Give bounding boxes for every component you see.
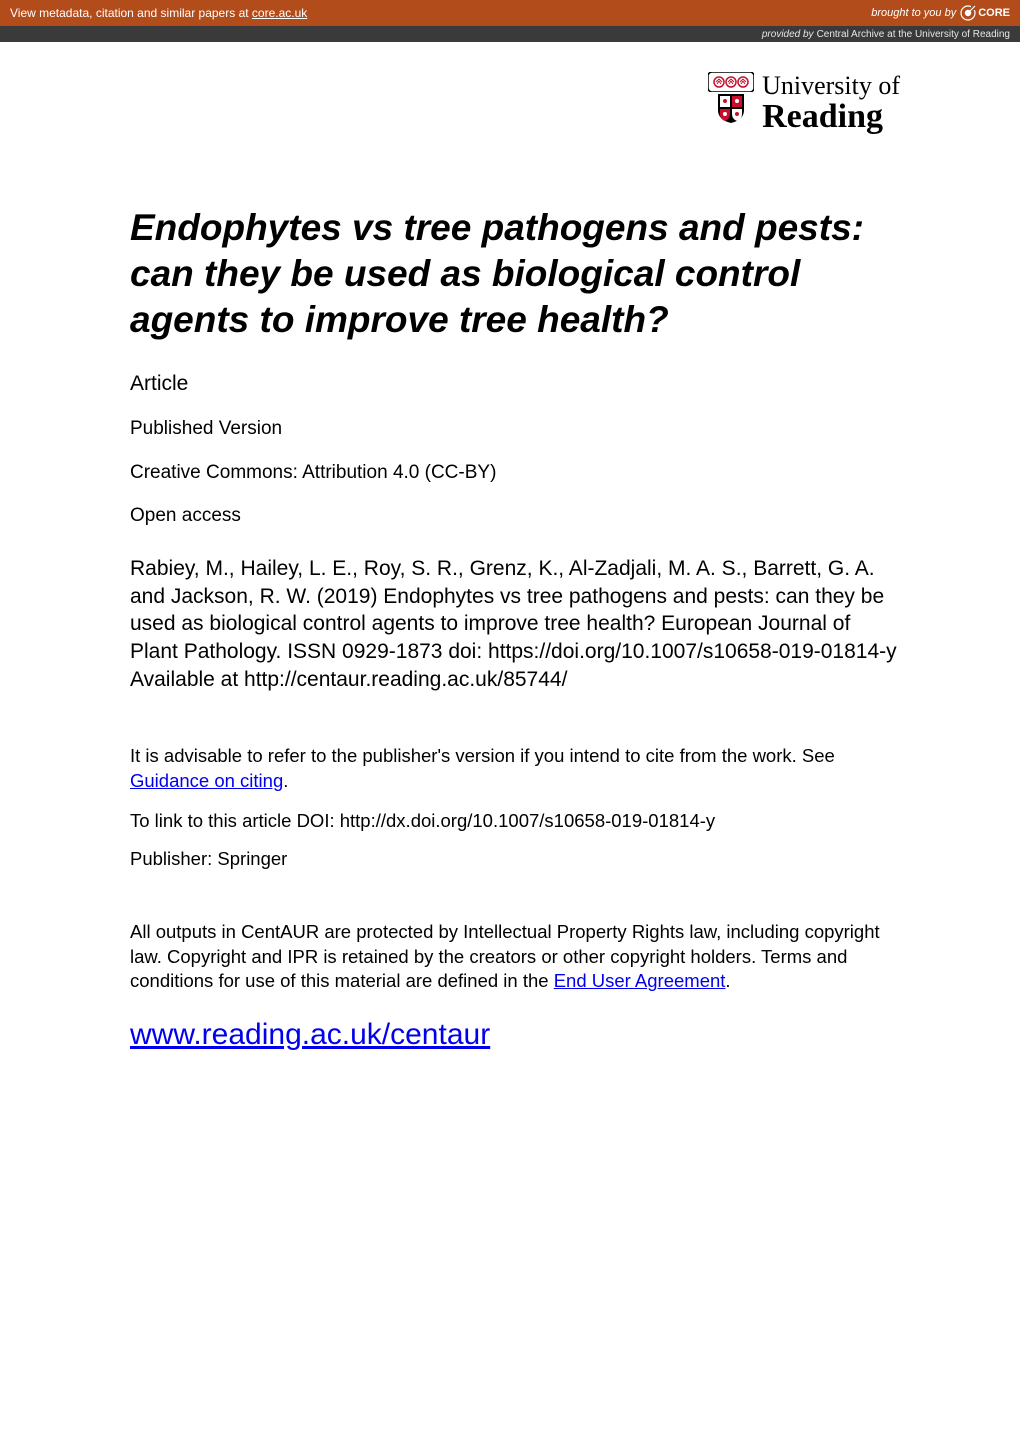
citation-text: Rabiey, M., Hailey, L. E., Roy, S. R., G…	[130, 555, 900, 694]
license-text: Creative Commons: Attribution 4.0 (CC-BY…	[130, 460, 900, 486]
meta-block: Article Published Version Creative Commo…	[130, 370, 900, 529]
advice-after: .	[283, 770, 288, 791]
end-user-agreement-link[interactable]: End User Agreement	[554, 970, 726, 991]
guidance-on-citing-link[interactable]: Guidance on citing	[130, 770, 283, 791]
provided-by-bar: provided by Central Archive at the Unive…	[0, 26, 1020, 42]
brought-to-you-text: brought to you by	[871, 7, 956, 19]
advice-text: It is advisable to refer to the publishe…	[130, 744, 900, 794]
university-logo-block: University of Reading	[130, 72, 900, 135]
core-banner: View metadata, citation and similar pape…	[0, 0, 1020, 26]
core-banner-left: View metadata, citation and similar pape…	[10, 6, 307, 20]
university-logo-text: University of Reading	[762, 72, 900, 135]
doi-line: To link to this article DOI: http://dx.d…	[130, 810, 900, 832]
university-logo-line1: University of	[762, 72, 900, 99]
core-banner-right: brought to you by CORE	[871, 5, 1010, 21]
university-badge-icons	[708, 72, 754, 124]
published-version: Published Version	[130, 416, 900, 442]
ipr-text: All outputs in CentAUR are protected by …	[130, 920, 900, 995]
article-type: Article	[130, 370, 900, 398]
advice-before: It is advisable to refer to the publishe…	[130, 745, 835, 766]
core-banner-left-prefix: View metadata, citation and similar pape…	[10, 6, 252, 20]
page-content: University of Reading Endophytes vs tree…	[0, 42, 1020, 1052]
centaur-url-link[interactable]: www.reading.ac.uk/centaur	[130, 1018, 490, 1051]
ipr-before: All outputs in CentAUR are protected by …	[130, 921, 880, 992]
core-logo-text: CORE	[978, 7, 1010, 19]
scallop-icon	[708, 72, 754, 92]
core-logo[interactable]: CORE	[960, 5, 1010, 21]
core-logo-icon	[960, 5, 976, 21]
open-access-text: Open access	[130, 503, 900, 529]
provided-by-source: Central Archive at the University of Rea…	[817, 29, 1010, 40]
ipr-after: .	[725, 970, 730, 991]
university-logo: University of Reading	[708, 72, 900, 135]
centaur-link-block: www.reading.ac.uk/centaur	[130, 1018, 900, 1052]
provided-by-prefix: provided by	[762, 29, 814, 40]
paper-title: Endophytes vs tree pathogens and pests: …	[130, 205, 900, 344]
publisher-line: Publisher: Springer	[130, 848, 900, 870]
core-link[interactable]: core.ac.uk	[252, 6, 307, 20]
shield-icon	[716, 92, 746, 124]
university-logo-line2: Reading	[762, 99, 900, 135]
